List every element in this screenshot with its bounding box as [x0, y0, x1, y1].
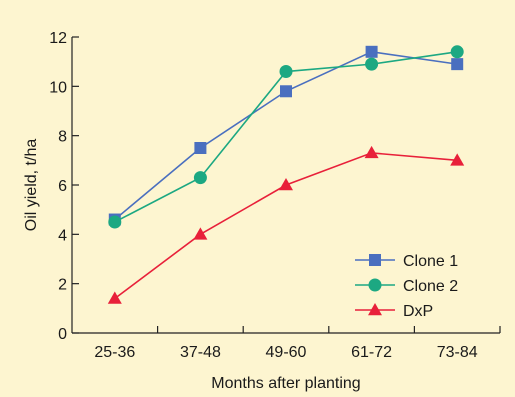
- data-point-clone-1: [365, 45, 378, 58]
- y-tick-label: 12: [49, 30, 67, 47]
- data-point-dxp: [364, 145, 379, 159]
- x-axis-label: Months after planting: [211, 375, 360, 392]
- data-point-clone-2: [279, 65, 293, 79]
- y-axis-label: Oil yield, t/ha: [23, 139, 40, 232]
- series-dxp: [107, 145, 465, 304]
- data-point-dxp: [193, 227, 208, 240]
- legend-marker: [368, 278, 382, 292]
- x-tick-label: 61-72: [351, 344, 392, 361]
- y-tick-label: 4: [58, 227, 67, 244]
- data-point-clone-2: [365, 57, 379, 71]
- y-tick-label: 6: [58, 178, 67, 195]
- y-tick-label: 2: [58, 277, 67, 294]
- legend-item-clone-1: Clone 1: [355, 253, 458, 270]
- legend-marker: [368, 303, 382, 316]
- legend-item-clone-2: Clone 2: [355, 278, 458, 295]
- legend-marker: [369, 254, 381, 266]
- legend-label: Clone 1: [403, 253, 458, 270]
- x-tick-label: 73-84: [437, 344, 478, 361]
- legend-item-dxp: DxP: [355, 303, 433, 320]
- y-tick-label: 0: [58, 326, 67, 343]
- x-tick-label: 37-48: [180, 344, 221, 361]
- data-point-clone-2: [108, 215, 122, 229]
- x-tick-label: 25-36: [94, 344, 135, 361]
- legend-label: Clone 2: [403, 278, 458, 295]
- data-point-clone-2: [193, 171, 207, 185]
- x-ticks: 25-36 37-48 49-60 61-72 73-84: [94, 326, 501, 361]
- x-tick-label: 49-60: [266, 344, 307, 361]
- data-point-dxp: [107, 291, 122, 304]
- data-point-dxp: [279, 178, 293, 191]
- legend: Clone 1 Clone 2 DxP: [355, 253, 458, 320]
- data-point-dxp: [450, 153, 465, 166]
- y-ticks: 0 2 4 6 8 10 12: [49, 30, 79, 343]
- data-point-clone-1: [280, 85, 292, 98]
- data-point-clone-1: [194, 142, 207, 154]
- y-tick-label: 8: [58, 129, 67, 146]
- series-group: [107, 45, 465, 304]
- series-clone-2: [108, 45, 464, 229]
- data-point-clone-1: [451, 58, 464, 71]
- y-tick-label: 10: [49, 79, 67, 96]
- legend-label: DxP: [403, 303, 433, 320]
- data-point-clone-2: [450, 45, 464, 59]
